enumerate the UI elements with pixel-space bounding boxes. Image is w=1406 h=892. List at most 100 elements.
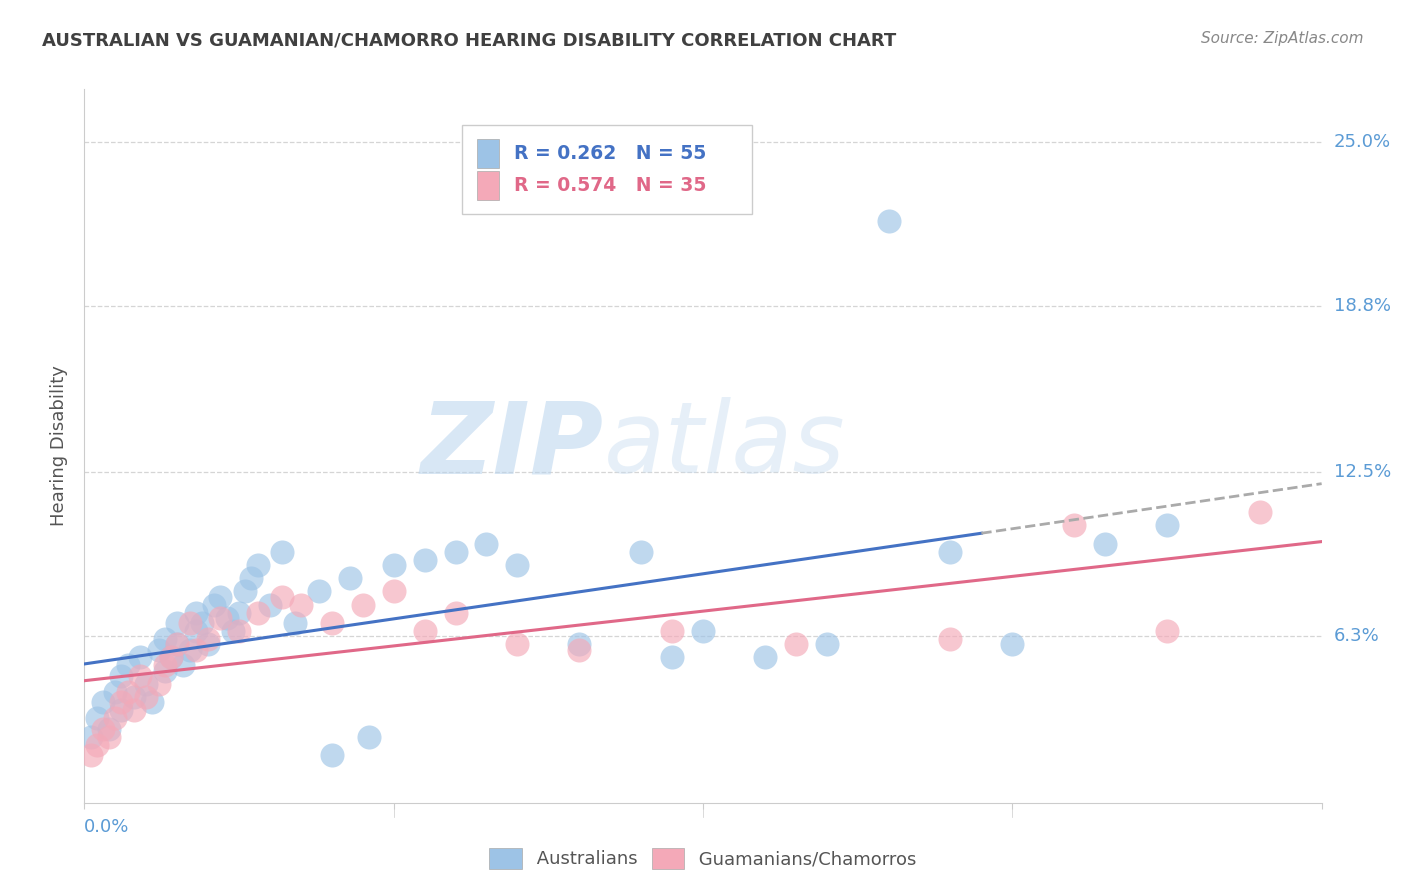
Point [153,632,176,646]
Point [240,571,263,585]
Text: 25.0%: 25.0% [1334,133,1391,151]
Point [506,558,529,572]
Point [290,598,312,612]
Point [179,616,201,631]
Point [141,695,163,709]
Text: 0.0%: 0.0% [84,819,129,837]
Point [160,650,183,665]
Point [153,664,176,678]
Point [382,558,405,572]
Point [104,711,127,725]
Point [222,624,245,638]
Point [98,730,121,744]
Point [153,658,176,673]
Point [246,558,269,572]
Point [122,690,145,704]
Point [184,624,207,638]
Point [233,584,256,599]
Point [135,690,157,704]
Point [160,650,183,665]
Point [308,584,330,599]
Text: atlas: atlas [605,398,845,494]
Point [661,624,683,638]
Point [104,685,127,699]
FancyBboxPatch shape [461,125,752,214]
Point [209,611,232,625]
Point [271,590,294,604]
Text: ZIP: ZIP [420,398,605,494]
Point [1001,637,1024,651]
Point [110,695,132,709]
Point [215,611,238,625]
Point [179,642,201,657]
Point [939,632,962,646]
Point [122,703,145,717]
Point [352,598,374,612]
Text: 6.3%: 6.3% [1334,627,1379,645]
Text: R = 0.574   N = 35: R = 0.574 N = 35 [513,176,706,195]
Point [661,650,683,665]
Point [321,616,343,631]
Point [692,624,714,638]
Point [172,658,194,673]
Point [184,642,207,657]
Point [339,571,361,585]
Point [91,722,114,736]
Point [135,677,157,691]
Point [91,695,114,709]
Point [197,637,219,651]
Point [413,624,436,638]
Point [228,606,250,620]
Text: Source: ZipAtlas.com: Source: ZipAtlas.com [1201,31,1364,46]
Point [877,214,900,228]
Point [184,606,207,620]
Point [754,650,776,665]
Point [110,703,132,717]
Point [1063,518,1085,533]
Point [413,552,436,566]
Point [1156,624,1178,638]
Point [202,598,225,612]
Point [86,738,108,752]
Text: 18.8%: 18.8% [1334,297,1391,315]
Text: AUSTRALIAN VS GUAMANIAN/CHAMORRO HEARING DISABILITY CORRELATION CHART: AUSTRALIAN VS GUAMANIAN/CHAMORRO HEARING… [42,31,897,49]
Point [271,545,294,559]
Text: 12.5%: 12.5% [1334,464,1392,482]
Point [129,669,152,683]
Point [98,722,121,736]
Point [444,545,467,559]
Point [197,632,219,646]
Point [1156,518,1178,533]
Point [475,537,498,551]
Point [284,616,307,631]
Y-axis label: Hearing Disability: Hearing Disability [51,366,69,526]
Point [148,677,170,691]
Point [129,650,152,665]
Point [382,584,405,599]
Point [148,642,170,657]
FancyBboxPatch shape [477,171,499,200]
Legend:  Australians,  Guamanians/Chamorros: Australians, Guamanians/Chamorros [482,840,924,876]
Point [117,658,139,673]
Point [86,711,108,725]
Text: R = 0.262   N = 55: R = 0.262 N = 55 [513,144,706,163]
Point [191,616,214,631]
Point [444,606,467,620]
Point [246,606,269,620]
Point [321,748,343,763]
Point [630,545,652,559]
Point [228,624,250,638]
Point [259,598,281,612]
Point [785,637,807,651]
Point [506,637,529,651]
Point [110,669,132,683]
Point [568,642,591,657]
Point [117,685,139,699]
Point [815,637,838,651]
Point [79,748,101,763]
Point [166,637,188,651]
Point [166,616,188,631]
Point [1249,505,1271,519]
Point [79,730,101,744]
FancyBboxPatch shape [477,139,499,168]
